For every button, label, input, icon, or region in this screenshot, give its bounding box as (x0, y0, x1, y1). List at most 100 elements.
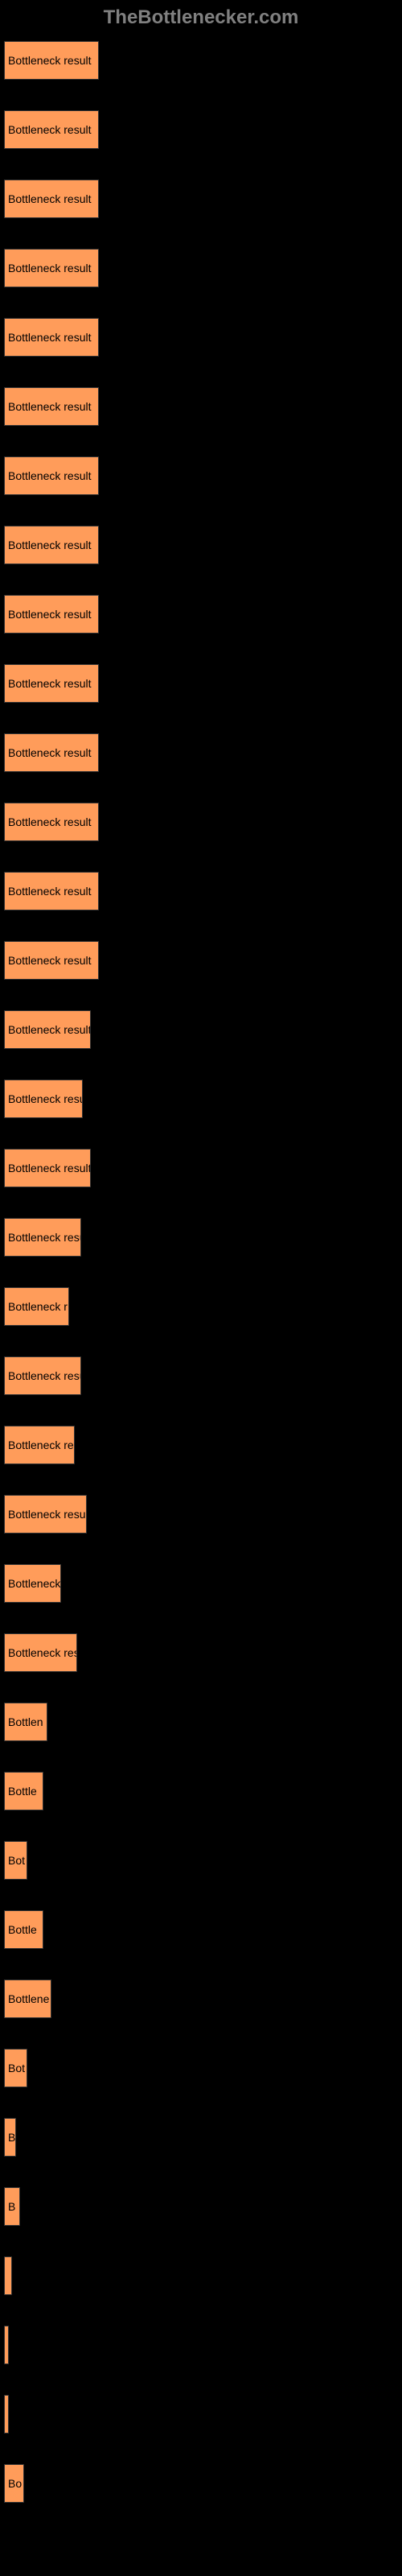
bar-label: Bottleneck result (8, 331, 92, 344)
bar-row: Bottleneck result (4, 387, 398, 426)
bar-label: Bottleneck result (8, 539, 92, 551)
bar-row: Bottleneck result (4, 1080, 398, 1118)
bar-row: Bo (4, 2464, 398, 2503)
bar-row: Bottleneck result (4, 595, 398, 634)
bar-label: Bottleneck result (8, 608, 92, 621)
bar-row: Bottleneck result (4, 456, 398, 495)
bar-row: Bottleneck res (4, 1426, 398, 1464)
bar: Bottle (4, 1910, 43, 1949)
bar-row: Bottleneck (4, 1564, 398, 1603)
bar-label: Bottleneck result (8, 192, 92, 205)
bar-label: Bottleneck result (8, 746, 92, 759)
bar-row: Bottleneck result (4, 1356, 398, 1395)
bar-label: Bot (8, 1854, 25, 1867)
bar (4, 2395, 9, 2434)
bar-row: Bottleneck result (4, 110, 398, 149)
bar: Bottleneck result (4, 733, 99, 772)
bar: Bottleneck result (4, 41, 99, 80)
bar: Bottleneck res (4, 1426, 75, 1464)
bar-label: Bottleneck result (8, 469, 92, 482)
bar-label: Bottleneck result (8, 1092, 83, 1105)
bar-row: Bottleneck result (4, 1218, 398, 1257)
bar-row (4, 2326, 398, 2364)
bar-chart: Bottleneck result Bottleneck result Bottle… (0, 41, 402, 2503)
bar-label: B (8, 2131, 15, 2144)
bar-row: Bottleneck result (4, 803, 398, 841)
bar-row (4, 2395, 398, 2434)
bar: Bottleneck result (4, 1495, 87, 1534)
bar-row: Bot (4, 1841, 398, 1880)
bar: Bottleneck result (4, 318, 99, 357)
bar-row (4, 2256, 398, 2295)
bar: Bottleneck result (4, 872, 99, 910)
bar: Bottleneck result (4, 1149, 91, 1187)
bar: Bottleneck result (4, 249, 99, 287)
bar-label: Bottleneck result (8, 1023, 91, 1036)
bar: Bottleneck result (4, 595, 99, 634)
bar-label: Bottle (8, 1923, 37, 1936)
bar-label: Bot (8, 2062, 25, 2074)
bar: Bottleneck result (4, 110, 99, 149)
watermark-text: TheBottlenecker.com (0, 0, 402, 41)
bar-label: Bottleneck result (8, 123, 92, 136)
bar-row: Bottleneck result (4, 180, 398, 218)
bar: Bottleneck result (4, 664, 99, 703)
bar-label: Bottleneck result (8, 1369, 81, 1382)
bar-label: Bottleneck result (8, 677, 92, 690)
bar (4, 2326, 9, 2364)
bar: Bo (4, 2464, 24, 2503)
bar: Bottleneck result (4, 1080, 83, 1118)
bar: Bottleneck r (4, 1287, 69, 1326)
bar: Bottleneck result (4, 1356, 81, 1395)
bar: Bottleneck result (4, 456, 99, 495)
bar-label: Bottlene (8, 1992, 49, 2005)
bar: Bot (4, 1841, 27, 1880)
bar: Bottle (4, 1772, 43, 1810)
bar-row: B (4, 2118, 398, 2157)
bar-label: Bottleneck result (8, 815, 92, 828)
bar-row: Bottleneck res (4, 1633, 398, 1672)
bar: Bottleneck result (4, 1218, 81, 1257)
bar-label: Bottleneck result (8, 400, 92, 413)
bar-label: Bottleneck result (8, 1162, 91, 1174)
bar-row: Bottleneck result (4, 872, 398, 910)
bar-row: Bottleneck result (4, 733, 398, 772)
bar-row: Bottleneck result (4, 1149, 398, 1187)
bar-label: Bottlen (8, 1715, 43, 1728)
bar: Bottleneck res (4, 1633, 77, 1672)
bar-row: Bottlene (4, 1979, 398, 2018)
bar: Bottleneck (4, 1564, 61, 1603)
bar: Bottlene (4, 1979, 51, 2018)
bar-label: Bottleneck result (8, 954, 92, 967)
bar-label: Bottleneck result (8, 54, 92, 67)
bar: Bottleneck result (4, 526, 99, 564)
bar-row: B (4, 2187, 398, 2226)
bar: Bot (4, 2049, 27, 2087)
bar-label: Bo (8, 2477, 22, 2490)
bar: B (4, 2118, 16, 2157)
bar: Bottleneck result (4, 803, 99, 841)
bar-row: Bottleneck result (4, 249, 398, 287)
bar-row: Bottleneck result (4, 1010, 398, 1049)
bar-label: Bottleneck (8, 1577, 60, 1590)
bar: Bottleneck result (4, 180, 99, 218)
bar-row: Bottleneck r (4, 1287, 398, 1326)
bar-label: Bottleneck result (8, 1508, 87, 1521)
bar-label: Bottleneck result (8, 1231, 81, 1244)
bar-label: B (8, 2200, 15, 2213)
bar-row: Bottleneck result (4, 941, 398, 980)
bar-label: Bottle (8, 1785, 37, 1798)
bar-label: Bottleneck result (8, 262, 92, 275)
bar-row: Bot (4, 2049, 398, 2087)
bar: Bottleneck result (4, 1010, 91, 1049)
bar-label: Bottleneck r (8, 1300, 68, 1313)
bar: B (4, 2187, 20, 2226)
bar-row: Bottle (4, 1910, 398, 1949)
bar-row: Bottleneck result (4, 1495, 398, 1534)
bar-label: Bottleneck res (8, 1439, 75, 1451)
bar: Bottlen (4, 1703, 47, 1741)
bar (4, 2256, 12, 2295)
bar-row: Bottleneck result (4, 526, 398, 564)
bar-label: Bottleneck result (8, 885, 92, 898)
bar-row: Bottlen (4, 1703, 398, 1741)
